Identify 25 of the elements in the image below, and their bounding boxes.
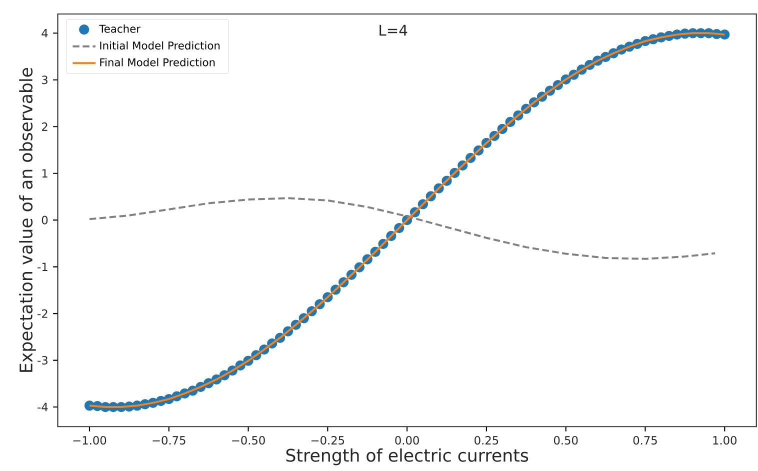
y-tick-label: 3 <box>42 76 48 84</box>
x-tick-label: −0.75 <box>152 436 186 445</box>
x-tick-label: 0.75 <box>633 436 657 445</box>
y-tick-label: -3 <box>38 356 48 365</box>
x-axis-title: Strength of electric currents <box>286 448 528 466</box>
y-axis-title: Expectation value of an observable <box>19 68 36 372</box>
y-tick-label: -4 <box>38 402 48 412</box>
x-tick-label: −1.00 <box>73 436 106 445</box>
legend-label: Teacher <box>99 24 141 33</box>
annotation: L=4 <box>380 24 408 36</box>
x-tick-label: −0.25 <box>312 436 344 445</box>
y-tick-label: 4 <box>42 29 48 38</box>
y-tick-label: -2 <box>38 309 48 318</box>
x-tick-label: −0.50 <box>232 436 265 445</box>
y-tick-label: -1 <box>38 262 48 271</box>
x-tick-label: 0.00 <box>395 436 419 445</box>
x-tick-label: 0.25 <box>474 436 498 445</box>
legend-label: Initial Model Prediction <box>100 41 220 50</box>
x-tick-label: 1.00 <box>713 436 736 445</box>
y-tick-label: 2 <box>42 122 48 131</box>
line-series <box>88 197 716 260</box>
y-tick-label: 1 <box>42 169 48 178</box>
y-tick-label: 0 <box>42 216 48 224</box>
x-tick-label: 0.50 <box>554 436 578 445</box>
legend-label: Final Model Prediction <box>100 58 215 66</box>
